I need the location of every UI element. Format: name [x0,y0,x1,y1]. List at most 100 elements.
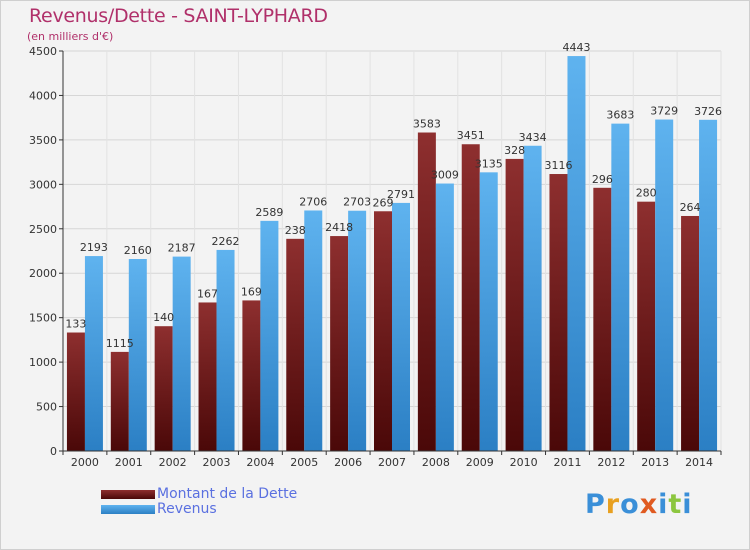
data-label-revenue: 3009 [431,169,459,182]
y-tick-label: 2000 [29,267,57,280]
bar-debt [681,215,700,451]
y-tick-label: 2500 [29,223,57,236]
legend-label-debt: Montant de la Dette [157,486,298,502]
data-label-debt: 3451 [457,129,485,142]
y-tick-label: 3000 [29,178,57,191]
bar-debt [286,238,305,451]
x-tick-label: 2009 [466,456,494,469]
y-tick-label: 4000 [29,89,57,102]
data-label-revenue: 3729 [650,105,678,118]
data-label-revenue: 2262 [212,235,240,248]
data-label-revenue: 4443 [562,41,590,54]
data-label-revenue: 2187 [168,242,196,255]
data-label-revenue: 2160 [124,244,152,257]
logo-letter: i [658,489,669,520]
bar-debt [461,144,480,451]
bar-revenue [304,210,323,451]
data-label-revenue: 2193 [80,241,108,254]
chart-title: Revenus/Dette - SAINT-LYPHARD [29,5,328,27]
legend-label-revenue: Revenus [157,501,217,517]
data-label-revenue: 3135 [475,157,503,170]
x-tick-label: 2010 [510,456,538,469]
x-tick-label: 2001 [115,456,143,469]
bar-revenue [128,259,147,451]
data-label-debt: 296 [592,173,613,186]
bar-revenue [523,145,542,451]
logo-letter: P [585,489,606,520]
bar-debt [417,132,436,451]
bar-debt [374,211,392,451]
logo-letter: t [668,489,683,520]
y-tick-label: 3500 [29,134,57,147]
x-tick-label: 2012 [597,456,625,469]
y-tick-label: 4500 [29,45,57,58]
logo-letter: i [682,489,693,520]
x-tick-label: 2011 [553,456,581,469]
x-tick-label: 2000 [71,456,99,469]
bar-debt [242,300,261,451]
bar-debt [330,236,349,451]
logo-letter: x [639,489,659,520]
data-label-debt: 3583 [413,118,441,131]
bar-revenue [260,220,279,451]
proxiti-logo: Proxiti [585,489,693,520]
legend-item-revenue: Revenus [101,502,297,517]
x-tick-label: 2004 [246,456,274,469]
legend-swatch-debt [101,490,155,499]
bar-revenue [611,123,630,451]
legend-item-debt: Montant de la Dette [101,487,297,502]
y-tick-label: 1000 [29,356,57,369]
y-tick-label: 500 [36,401,57,414]
x-tick-label: 2003 [203,456,231,469]
y-tick-label: 0 [50,445,57,458]
data-label-debt: 264 [680,201,701,214]
data-label-revenue: 2706 [299,195,327,208]
x-tick-label: 2008 [422,456,450,469]
logo-letter: o [620,489,640,520]
bar-debt [66,332,85,451]
data-label-revenue: 2703 [343,196,371,209]
data-label-debt: 238 [285,224,306,237]
data-label-debt: 3116 [544,159,572,172]
x-tick-label: 2005 [290,456,318,469]
bar-revenue [84,256,103,451]
bar-revenue [567,56,586,452]
data-label-debt: 269 [373,196,394,209]
bar-debt [154,326,173,451]
legend-swatch-revenue [101,505,155,514]
data-label-debt: 2418 [325,221,353,234]
bar-debt [637,201,656,451]
bar-debt [549,174,568,451]
data-label-debt: 328 [504,144,525,157]
bar-revenue [479,172,498,452]
bar-revenue [699,119,718,452]
y-tick-label: 1500 [29,312,57,325]
bar-debt [505,158,524,451]
bar-revenue [435,183,454,452]
data-label-revenue: 2589 [255,206,283,219]
bar-revenue [348,210,367,451]
data-label-revenue: 3726 [694,105,722,118]
x-tick-label: 2006 [334,456,362,469]
data-label-revenue: 3434 [519,131,547,144]
bar-revenue [172,256,191,451]
data-label-debt: 169 [241,285,262,298]
data-label-debt: 140 [153,311,174,324]
chart-subtitle: (en milliers d'€) [27,30,114,43]
x-tick-label: 2013 [641,456,669,469]
x-tick-label: 2014 [685,456,713,469]
x-tick-label: 2002 [159,456,187,469]
chart-legend: Montant de la Dette Revenus [101,487,297,517]
x-tick-label: 2007 [378,456,406,469]
logo-letter: r [605,489,621,520]
data-label-revenue: 3683 [606,109,634,122]
data-label-revenue: 2791 [387,188,415,201]
data-label-debt: 133 [65,318,86,331]
bar-revenue [392,202,410,451]
bar-revenue [655,119,674,452]
data-label-debt: 1115 [106,337,134,350]
data-label-debt: 167 [197,287,218,300]
bar-debt [198,302,217,451]
